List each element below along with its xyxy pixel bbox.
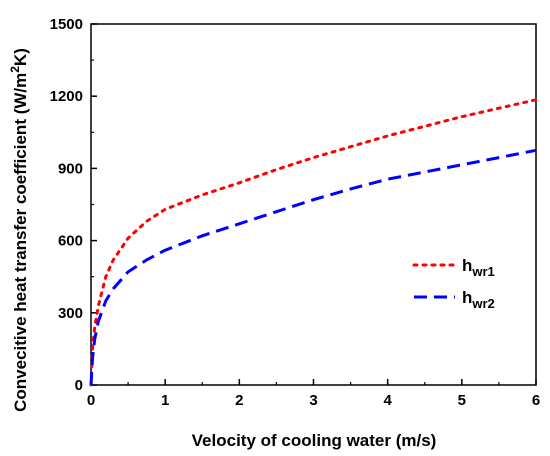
y-tick-label: 900 bbox=[58, 160, 83, 177]
x-tick-label: 5 bbox=[458, 392, 466, 409]
series-layer bbox=[89, 98, 538, 387]
series-line-wr1 bbox=[89, 98, 538, 387]
x-tick-label: 6 bbox=[532, 392, 540, 409]
y-axis-label-tail: K) bbox=[11, 48, 30, 66]
y-tick-label: 0 bbox=[75, 377, 83, 394]
x-tick-label: 0 bbox=[87, 392, 95, 409]
x-tick-label: 2 bbox=[235, 392, 243, 409]
legend-label-wr2: hwr2 bbox=[462, 288, 495, 311]
plot-area bbox=[90, 23, 537, 386]
y-axis-label-sup: 2 bbox=[8, 66, 22, 73]
y-tick-label: 1500 bbox=[50, 16, 83, 33]
y-axis-label: Convecitive heat transfer coefficient (W… bbox=[8, 48, 30, 412]
y-tick-label: 1200 bbox=[50, 88, 83, 105]
x-tick-label: 3 bbox=[309, 392, 317, 409]
x-axis-label: Velocity of cooling water (m/s) bbox=[192, 431, 437, 450]
y-axis-label-main: Convecitive heat transfer coefficient (W… bbox=[11, 73, 30, 412]
y-axis-ticks: 0 300 600 900 1200 1500 bbox=[50, 16, 97, 394]
legend: hwr1 hwr2 bbox=[412, 256, 495, 311]
x-tick-label: 4 bbox=[383, 392, 392, 409]
x-tick-label: 1 bbox=[161, 392, 169, 409]
legend-label-wr1: hwr1 bbox=[462, 256, 495, 279]
series-line-wr2 bbox=[89, 148, 537, 386]
plot-frame bbox=[90, 23, 537, 386]
y-tick-label: 600 bbox=[58, 233, 83, 250]
x-axis-ticks: 0 1 2 3 4 5 6 bbox=[87, 379, 540, 409]
y-tick-label: 300 bbox=[58, 305, 83, 322]
